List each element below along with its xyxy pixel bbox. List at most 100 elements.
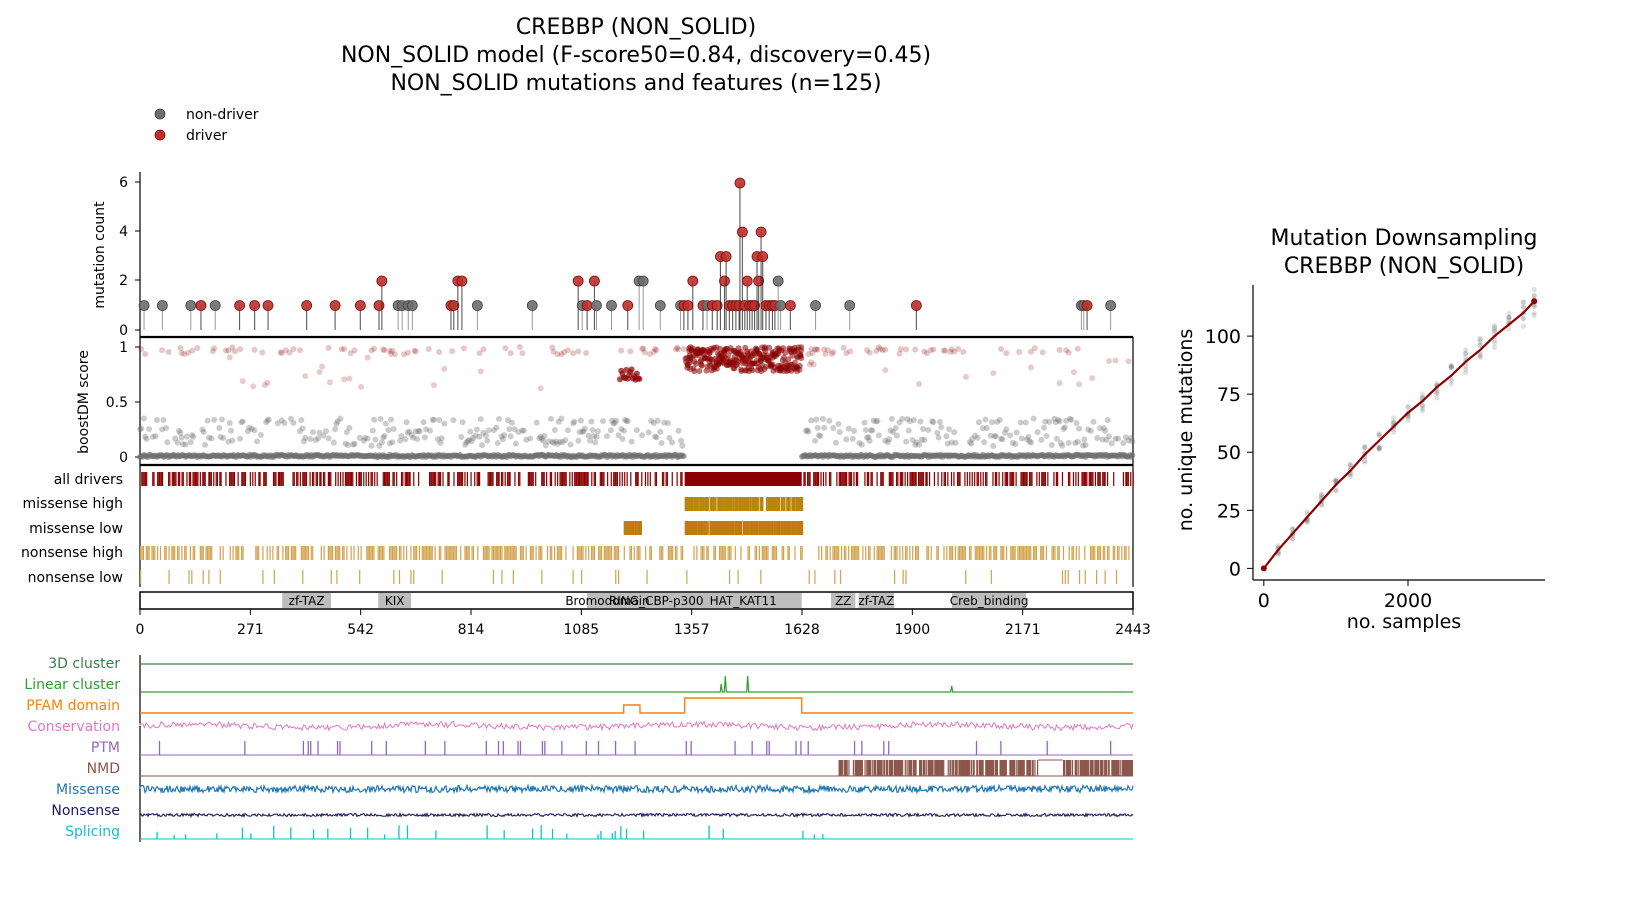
nonsense-high-tick [511,546,513,560]
nonsense-high-tick [201,546,203,560]
nondriver-score-point [648,417,655,424]
nonsense-high-tick [452,546,455,560]
all-drivers-tick [158,472,160,486]
driver-score-point [159,347,166,354]
nonsense-high-tick [1118,546,1120,560]
all-drivers-tick [216,472,219,486]
nondriver-score-point [862,426,869,433]
nonsense-high-tick [565,546,567,560]
nondriver-score-point [385,427,392,434]
nonsense-high-tick [492,546,495,560]
nonsense-high-tick [883,546,885,560]
missense-high-tick [745,497,747,511]
driver-mutation-marker [734,177,746,189]
nondriver-score-point [153,417,160,424]
nondriver-score-point [469,435,476,442]
ds-sample-point [1405,414,1411,420]
nondriver-mutation-marker [637,275,649,287]
driver-score-point [516,344,523,351]
nondriver-score-point [593,433,600,440]
missense-low-tick [636,521,638,535]
driver-mutation-marker [736,226,748,238]
all-drivers-tick [654,472,656,486]
nondriver-score-point [1063,417,1070,424]
nondriver-score-point [929,418,936,425]
driver-score-point [351,347,358,354]
nonsense-high-tick [529,546,532,560]
nondriver-score-point [137,426,143,433]
all-drivers-tick [655,472,658,486]
nonsense-high-tick [266,546,268,560]
nondriver-score-point [1040,424,1047,431]
nonsense-low-tick [808,570,810,584]
feature-label-pfam-domain: PFAM domain [26,698,120,714]
nondriver-score-point [668,439,675,446]
nonsense-high-tick [1014,546,1016,560]
nondriver-score-point [225,438,232,445]
nondriver-score-point [1059,442,1066,449]
nondriver-score-point [1061,424,1068,431]
nonsense-high-tick [295,546,297,560]
ds-sample-point [1531,303,1537,309]
nonsense-high-tick [904,546,907,560]
nondriver-score-point [479,442,486,449]
ds-sample-point [1318,493,1325,500]
nondriver-score-point [307,436,314,443]
nonsense-high-tick [219,546,221,560]
driver-score-point [519,350,526,357]
all-drivers-tick [527,472,529,486]
nonsense-high-tick [559,546,561,560]
nonsense-high-tick [519,546,522,560]
driver-score-point [766,344,773,351]
all-drivers-tick [215,472,217,486]
driver-score-point [177,344,184,351]
nonsense-high-tick [833,546,836,560]
nondriver-score-point [969,435,976,442]
driver-mutation-marker [1081,300,1093,311]
driver-score-point [628,366,635,373]
ds-sample-point [1362,459,1368,465]
all-drivers-tick [368,472,370,486]
all-drivers-tick [926,472,928,486]
nonsense-high-tick [1045,546,1048,560]
nonsense-high-tick [232,546,234,560]
nondriver-mutation-marker [406,300,418,311]
nonsense-high-tick [856,546,858,560]
driver-score-point [346,375,353,382]
nonsense-low-tick [1115,570,1118,584]
downsampling-points [1260,286,1538,572]
nondriver-score-point [675,427,682,434]
all-drivers-tick [1006,472,1009,486]
all-drivers-tick [636,472,638,486]
all-drivers-tick [850,472,853,486]
nonsense-high-tick [756,546,758,560]
nondriver-score-point [620,427,627,434]
driver-score-point [449,348,456,355]
all-drivers-tick [509,472,511,486]
all-drivers-tick [817,472,820,486]
score-panel: 1 0.5 0 boostDM score [76,337,1136,467]
driver-score-point [476,350,483,357]
nonsense-high-tick [302,546,304,560]
all-drivers-tick [1077,472,1079,486]
nondriver-score-point [190,433,197,440]
all-drivers-tick [242,472,244,486]
nondriver-mutation-marker [1105,300,1117,311]
nonsense-high-tick [896,546,898,560]
driver-mutation-marker [262,300,274,311]
all-drivers-tick [181,472,183,486]
nondriver-score-point [386,440,393,447]
main-subtitle-data: NON_SOLID mutations and features (n=125) [390,71,881,96]
nondriver-score-point [265,416,272,423]
nonsense-high-tick [199,546,201,560]
missense-high-tick [697,497,699,511]
all-drivers-tick [474,472,476,486]
track-label-nonsense-low: nonsense low [28,570,123,586]
nondriver-score-point [403,419,410,426]
all-drivers-tick [272,472,275,486]
ds-sample-point [1531,303,1537,310]
nondriver-score-point [388,416,395,423]
nonsense-high-tick [576,546,578,560]
nonsense-high-tick [914,546,917,560]
